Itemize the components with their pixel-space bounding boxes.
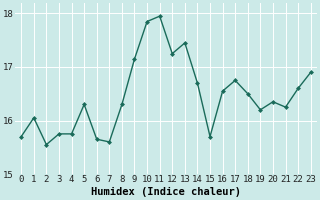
X-axis label: Humidex (Indice chaleur): Humidex (Indice chaleur)	[91, 187, 241, 197]
